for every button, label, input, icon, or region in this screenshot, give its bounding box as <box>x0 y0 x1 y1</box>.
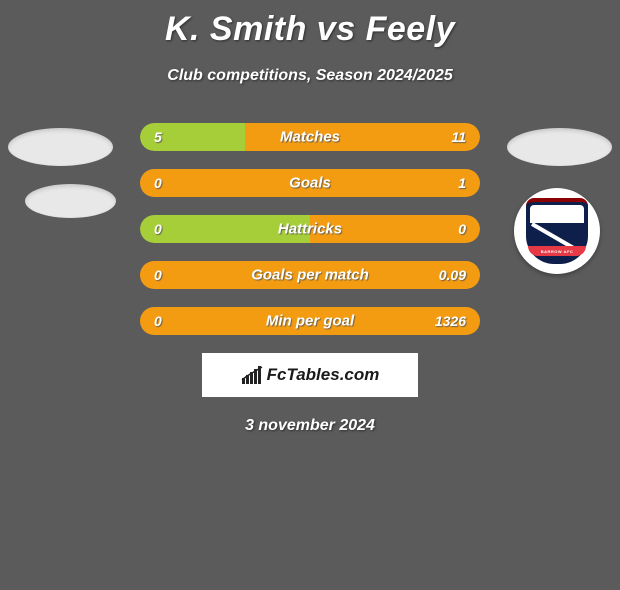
stat-value-left: 0 <box>154 267 162 283</box>
stat-value-right: 1 <box>458 175 466 191</box>
stat-value-right: 1326 <box>435 313 466 329</box>
player-left-badge-2 <box>25 184 116 218</box>
stat-value-right: 0 <box>458 221 466 237</box>
stat-label: Hattricks <box>278 221 342 238</box>
stat-label: Matches <box>280 129 340 146</box>
stat-row: 0 1326 Min per goal <box>140 307 480 335</box>
stat-label: Goals <box>289 175 331 192</box>
player-right-badge-1 <box>507 128 612 166</box>
fctables-logo: FcTables.com <box>202 353 418 397</box>
crest-text: BARROW AFC <box>541 249 574 254</box>
stat-row: 0 1 Goals <box>140 169 480 197</box>
player-right-club-crest: BARROW AFC <box>514 188 600 274</box>
stat-value-left: 0 <box>154 175 162 191</box>
stat-row: 0 0 Hattricks <box>140 215 480 243</box>
stat-label: Goals per match <box>251 267 369 284</box>
player-left-badge-1 <box>8 128 113 166</box>
stat-row: 5 11 Matches <box>140 123 480 151</box>
subtitle: Club competitions, Season 2024/2025 <box>0 67 620 85</box>
stat-value-right: 11 <box>451 129 466 145</box>
logo-text: FcTables.com <box>267 365 380 385</box>
stat-value-left: 0 <box>154 221 162 237</box>
page-title: K. Smith vs Feely <box>0 10 620 49</box>
club-crest-icon: BARROW AFC <box>522 196 592 266</box>
stat-value-left: 0 <box>154 313 162 329</box>
stat-label: Min per goal <box>266 313 354 330</box>
stat-row: 0 0.09 Goals per match <box>140 261 480 289</box>
stat-value-right: 0.09 <box>439 267 466 283</box>
logo-chart-icon <box>241 366 263 384</box>
date-text: 3 november 2024 <box>0 417 620 435</box>
stat-value-left: 5 <box>154 129 162 145</box>
